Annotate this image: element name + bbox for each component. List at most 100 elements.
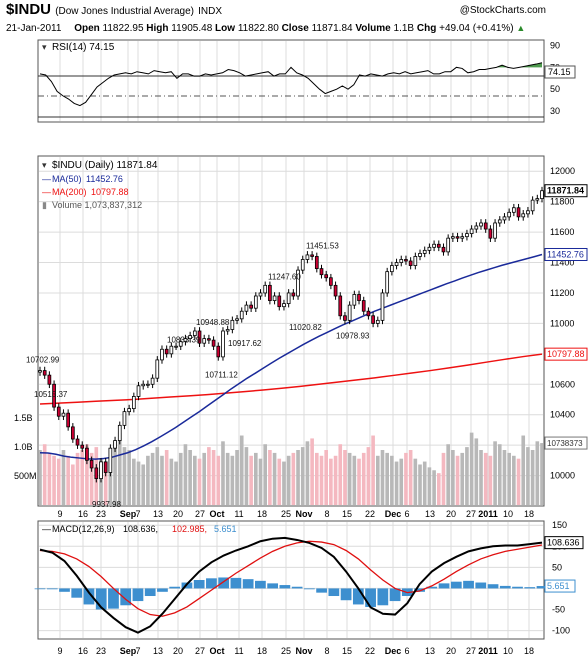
volume-tick-label: 1.0B bbox=[14, 442, 33, 452]
candle-body bbox=[399, 259, 404, 263]
candle-body bbox=[319, 268, 324, 276]
volume-bar bbox=[178, 452, 183, 505]
rsi-line bbox=[39, 62, 543, 107]
histogram-bar bbox=[450, 581, 462, 589]
volume-bar bbox=[85, 444, 89, 505]
histogram-bar bbox=[218, 577, 230, 589]
volume-bar bbox=[512, 455, 516, 505]
macd-x-tick-label: Dec bbox=[385, 646, 402, 656]
quote-row: 21-Jan-2011 Open 11822.95 High 11905.48 … bbox=[6, 23, 525, 34]
rsi-legend-icon: ▾ bbox=[42, 42, 47, 52]
price-x-tick-label: 16 bbox=[78, 509, 88, 519]
macd-x-tick-label: 20 bbox=[173, 646, 183, 656]
candle-body bbox=[469, 228, 474, 235]
candle-body bbox=[268, 284, 272, 301]
volume-bar bbox=[216, 455, 221, 505]
histogram-bar bbox=[475, 582, 487, 589]
histogram-bar bbox=[426, 586, 438, 589]
volume-bar bbox=[286, 455, 291, 505]
price-grid bbox=[39, 157, 543, 505]
volume-bar bbox=[352, 455, 357, 505]
macd-x-tick-label: 18 bbox=[524, 646, 534, 656]
volume-bar bbox=[507, 452, 511, 505]
price-candles bbox=[38, 186, 544, 483]
ma50-legend-value: 11452.76 bbox=[86, 174, 123, 184]
candle-body bbox=[488, 228, 493, 239]
rsi-grid bbox=[59, 41, 530, 121]
histogram-bar bbox=[157, 588, 168, 592]
volume-bar bbox=[150, 452, 155, 505]
volume-bar bbox=[132, 458, 136, 505]
price-legend-icon: ▾ bbox=[42, 160, 47, 170]
volume-bar bbox=[314, 452, 319, 505]
candle-body bbox=[286, 292, 291, 305]
histogram-bar bbox=[536, 586, 548, 589]
candle-body bbox=[146, 383, 150, 386]
volume-bar bbox=[183, 444, 188, 505]
price-annotation: 10711.12 bbox=[205, 370, 238, 379]
rsi-overbought-fill bbox=[496, 62, 542, 68]
macd-x-tick-label: 22 bbox=[365, 646, 375, 656]
volume-bar bbox=[521, 435, 526, 505]
price-x-tick-label: 22 bbox=[365, 509, 375, 519]
histogram-bar bbox=[340, 588, 352, 601]
volume-bar bbox=[113, 441, 117, 505]
volume-bar bbox=[235, 450, 239, 505]
volume-legend-text: Volume 1,073,837,312 bbox=[52, 200, 142, 210]
volume-bar bbox=[254, 452, 258, 505]
rsi-legend-text: RSI(14) 74.15 bbox=[52, 42, 115, 53]
volume-bar bbox=[258, 458, 263, 505]
candle-body bbox=[207, 338, 211, 341]
price-x-tick-label: Nov bbox=[295, 509, 312, 519]
x-axis-labels-macd: 9 16 23 Sep 7 13 20 27 Oct 11 18 25 Nov 8 15 22 Dec 6 13 20… bbox=[57, 646, 534, 656]
candle-body bbox=[540, 190, 544, 200]
price-x-tick-label: 7 bbox=[135, 509, 140, 519]
histogram-bar bbox=[463, 580, 474, 589]
volume-bar bbox=[160, 455, 164, 505]
open-label: Open bbox=[74, 23, 100, 34]
quote-date: 21-Jan-2011 bbox=[6, 23, 62, 34]
histogram-bar bbox=[499, 585, 511, 589]
volume-bar bbox=[75, 452, 80, 505]
candle-body bbox=[202, 338, 207, 344]
price-x-tick-label: Dec bbox=[385, 509, 402, 519]
rsi-tick-label: 50 bbox=[550, 84, 560, 94]
candle-body bbox=[235, 318, 239, 321]
macd-tag: 108.636 bbox=[547, 538, 580, 548]
candle-body bbox=[366, 310, 371, 317]
candle-body bbox=[52, 383, 56, 408]
candle-body bbox=[338, 295, 343, 317]
open-value: 11822.95 bbox=[102, 23, 144, 34]
volume-bar bbox=[239, 435, 244, 505]
candle-body bbox=[127, 408, 131, 413]
volume-bar bbox=[371, 435, 375, 505]
candle-body bbox=[216, 345, 221, 358]
macd-x-tick-label: 13 bbox=[153, 646, 163, 656]
histogram-bar bbox=[255, 580, 266, 589]
macd-panel: 150100500-50-100 — MACD(12,26,9) 108.636… bbox=[34, 520, 584, 640]
volume-bar bbox=[413, 458, 418, 505]
candle-body bbox=[192, 330, 197, 336]
price-annotation: 10833.39 bbox=[167, 336, 201, 345]
ma200-line bbox=[39, 353, 543, 405]
rsi-tick-label: 30 bbox=[550, 106, 560, 116]
up-arrow-icon: ▲ bbox=[516, 23, 526, 33]
volume-bar bbox=[460, 452, 465, 505]
price-tick-label: 11000 bbox=[550, 318, 574, 328]
macd-legend-value: 108.636, bbox=[123, 524, 158, 534]
candle-body bbox=[225, 329, 230, 332]
histogram-bar bbox=[120, 588, 132, 606]
candle-body bbox=[117, 424, 122, 441]
candle-body bbox=[474, 225, 479, 230]
candle-body bbox=[432, 243, 436, 248]
histogram-bar bbox=[487, 584, 499, 589]
candle-body bbox=[42, 370, 47, 376]
candle-body bbox=[131, 396, 136, 410]
candle-body bbox=[221, 330, 225, 358]
macd-frame bbox=[37, 520, 545, 640]
histogram-bar bbox=[59, 588, 70, 592]
candle-body bbox=[324, 274, 329, 279]
ma200-legend-value: 10797.88 bbox=[91, 187, 129, 197]
volume-bar bbox=[483, 452, 488, 505]
candle-body bbox=[178, 341, 183, 347]
